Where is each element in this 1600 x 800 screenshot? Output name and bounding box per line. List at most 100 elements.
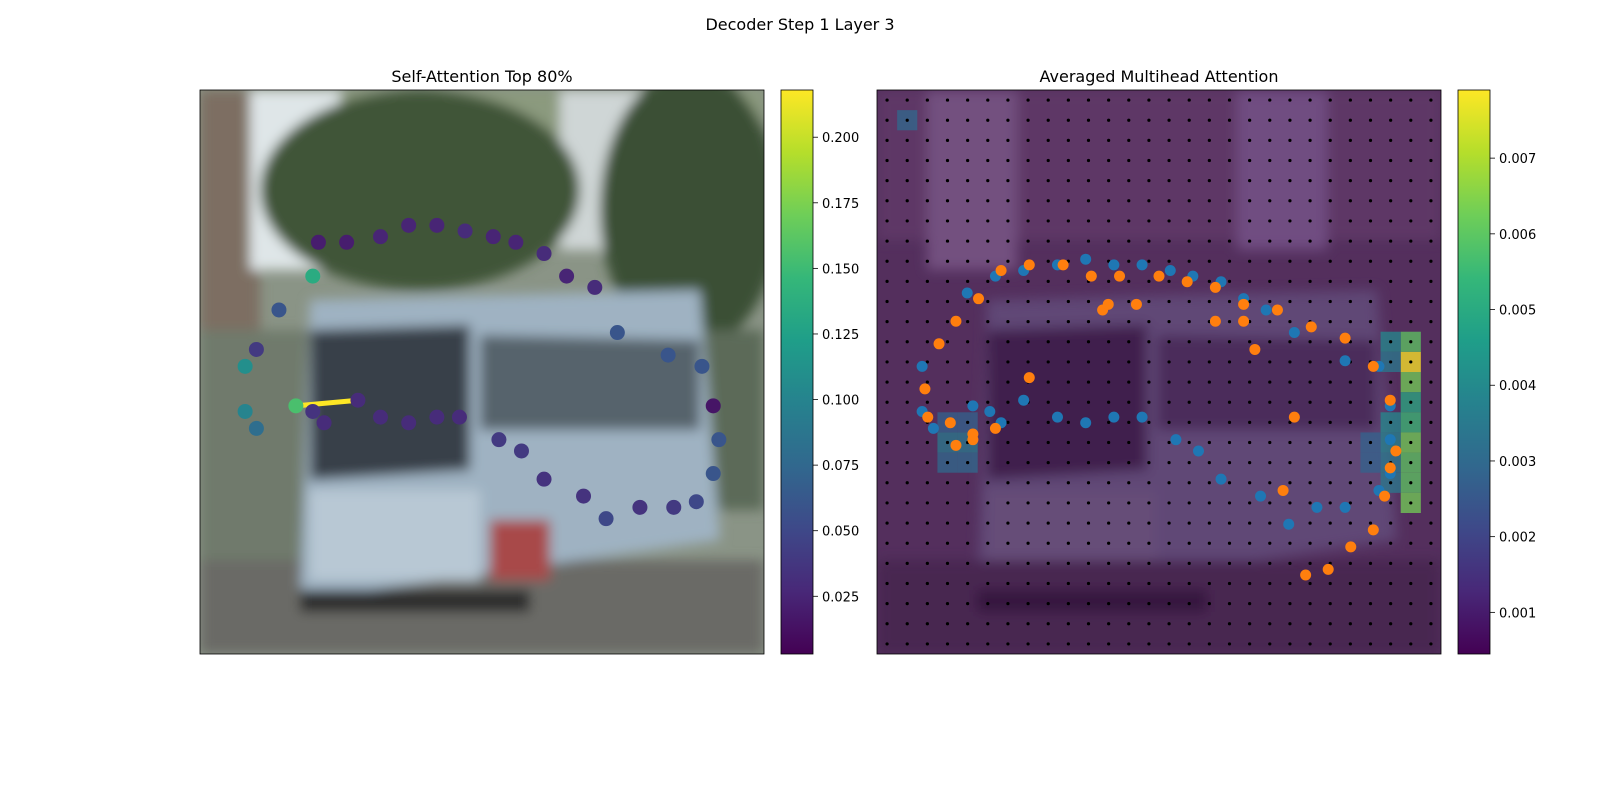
grid-dot <box>1046 622 1050 626</box>
grid-dot <box>1409 400 1413 404</box>
pred-point <box>1170 434 1182 446</box>
pred-point <box>1339 501 1351 513</box>
grid-dot <box>1046 299 1050 304</box>
grid-dot <box>1167 541 1171 545</box>
grid-dot <box>1348 521 1352 525</box>
grid-dot <box>1248 622 1252 626</box>
grid-dot <box>1207 420 1211 424</box>
grid-dot <box>1026 320 1030 324</box>
grid-dot <box>1086 239 1091 243</box>
gt-point <box>1367 360 1379 372</box>
grid-dot <box>1368 461 1373 465</box>
grid-dot <box>966 461 970 465</box>
grid-dot <box>1107 239 1111 243</box>
grid-dot <box>1409 259 1413 263</box>
grid-dot <box>1409 158 1413 163</box>
grid-dot <box>1107 279 1111 283</box>
grid-dot <box>925 219 929 223</box>
grid-dot <box>1167 561 1171 565</box>
grid-dot <box>1187 320 1191 324</box>
gt-point <box>1130 298 1142 310</box>
grid-dot <box>1368 239 1373 243</box>
grid-dot <box>905 380 909 384</box>
grid-dot <box>1268 622 1272 626</box>
grid-dot <box>1227 219 1232 223</box>
gt-point <box>1238 315 1250 327</box>
grid-dot <box>1368 98 1373 102</box>
attention-point <box>491 432 507 448</box>
grid-dot <box>1086 299 1091 304</box>
right-colorbar-tick-label: 0.002 <box>1499 531 1536 546</box>
grid-dot <box>1268 561 1272 565</box>
grid-dot <box>1268 440 1272 445</box>
grid-dot <box>1248 279 1252 283</box>
grid-dot <box>986 299 990 304</box>
grid-dot <box>1268 279 1272 283</box>
grid-dot <box>1348 380 1352 384</box>
attention-point <box>587 279 603 295</box>
grid-dot <box>1288 400 1292 404</box>
grid-dot <box>966 481 970 485</box>
right-axes-frame <box>876 89 1442 655</box>
grid-dot <box>1066 501 1070 505</box>
grid-dot <box>885 521 889 525</box>
grid-dot <box>925 199 929 203</box>
attention-point <box>372 409 388 425</box>
grid-dot <box>1086 360 1091 364</box>
grid-dot <box>1066 299 1070 304</box>
gt-point <box>1384 394 1396 406</box>
grid-dot <box>1308 179 1312 183</box>
grid-dot <box>1187 98 1191 102</box>
grid-dot <box>1147 602 1151 606</box>
grid-dot <box>1046 561 1050 565</box>
grid-dot <box>1409 199 1413 203</box>
grid-dot <box>966 299 970 304</box>
grid-dot <box>1348 179 1352 183</box>
grid-dot <box>1167 400 1171 404</box>
grid-dot <box>1429 199 1433 203</box>
grid-dot <box>1409 320 1413 324</box>
grid-dot <box>1167 158 1171 163</box>
grid-dot <box>1187 259 1191 263</box>
grid-dot <box>1328 622 1332 626</box>
grid-dot <box>1348 199 1352 203</box>
grid-dot <box>905 320 909 324</box>
grid-dot <box>1167 440 1171 445</box>
grid-dot <box>1268 98 1272 102</box>
grid-dot <box>1389 320 1393 324</box>
grid-dot <box>1348 561 1352 565</box>
grid-dot <box>1389 481 1393 485</box>
grid-dot <box>1046 642 1050 646</box>
grid-dot <box>1268 320 1272 324</box>
grid-dot <box>1308 420 1312 424</box>
grid-dot <box>1268 360 1272 364</box>
grid-dot <box>1368 521 1373 525</box>
grid-dot <box>1187 380 1191 384</box>
left-colorbar-gradient <box>780 89 814 655</box>
grid-dot <box>1308 622 1312 626</box>
grid-dot <box>1288 199 1292 203</box>
pred-point <box>1136 411 1148 423</box>
grid-dot <box>1086 118 1091 122</box>
grid-dot <box>1006 440 1010 445</box>
grid-dot <box>1227 642 1232 646</box>
grid-dot <box>1227 179 1232 183</box>
grid-dot <box>1288 279 1292 283</box>
grid-dot <box>1368 541 1373 545</box>
grid-dot <box>945 199 950 203</box>
grid-dot <box>1248 400 1252 404</box>
grid-dot <box>925 320 929 324</box>
grid-dot <box>1167 340 1171 344</box>
grid-dot <box>905 481 909 485</box>
grid-dot <box>1409 98 1413 102</box>
grid-dot <box>1368 279 1373 283</box>
grid-dot <box>945 581 950 586</box>
grid-dot <box>945 138 950 142</box>
grid-dot <box>986 602 990 606</box>
grid-dot <box>1268 642 1272 646</box>
pred-point <box>1164 264 1176 276</box>
grid-dot <box>945 642 950 646</box>
grid-dot <box>925 138 929 142</box>
grid-dot <box>1107 561 1111 565</box>
grid-dot <box>1006 118 1010 122</box>
